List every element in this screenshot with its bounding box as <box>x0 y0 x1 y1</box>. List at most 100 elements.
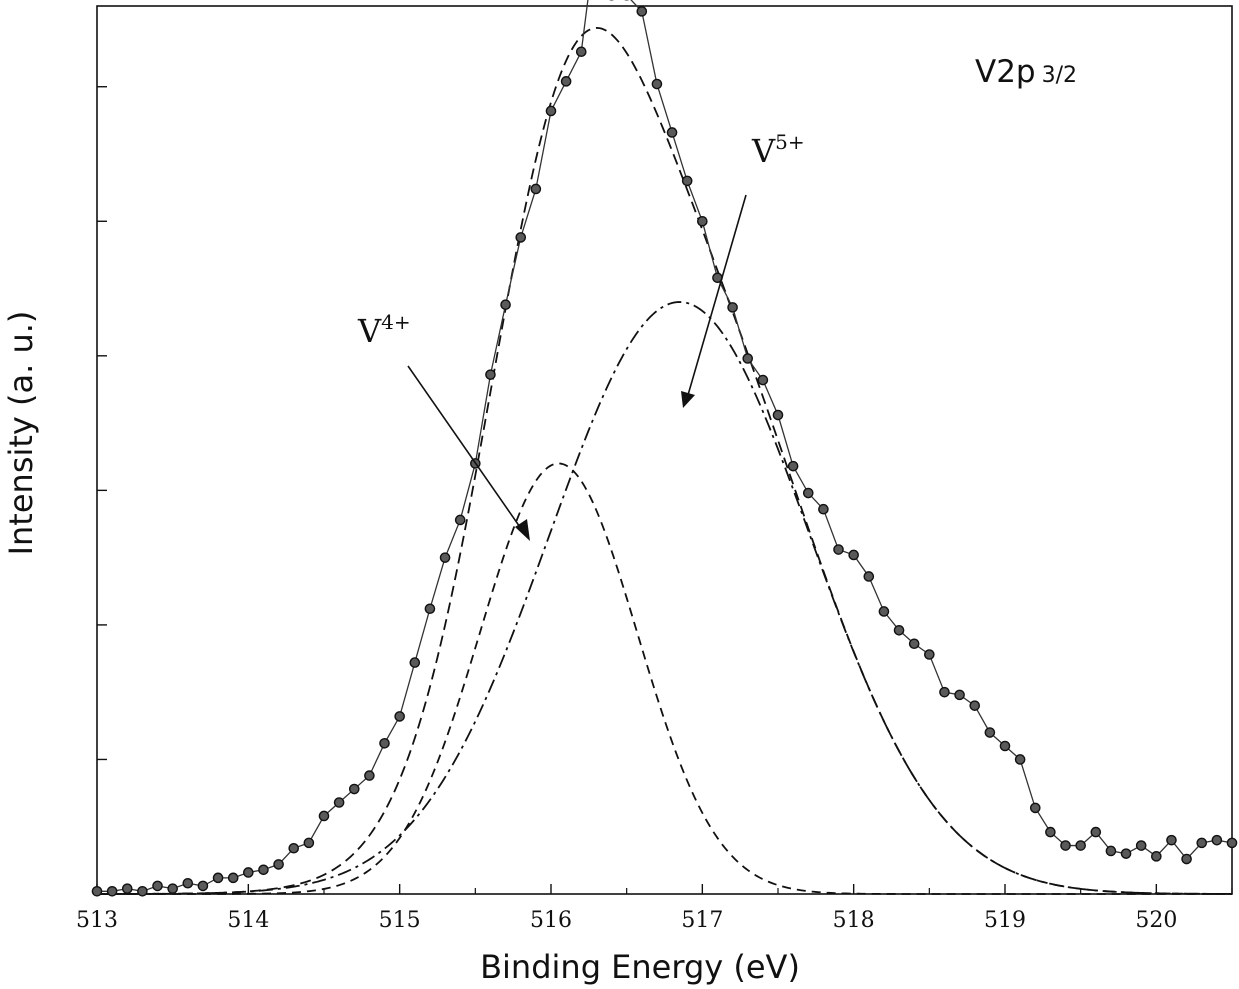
v4-annotation-base: V <box>357 312 382 350</box>
v5-annotation-label: V5+ <box>751 130 805 170</box>
data-point <box>742 353 754 364</box>
data-point <box>802 487 814 499</box>
data-point <box>273 859 284 870</box>
y-axis-ticks <box>97 86 107 761</box>
v4-arrow-head <box>515 519 530 541</box>
data-point <box>1166 834 1177 846</box>
data-point <box>167 883 178 894</box>
v5-component-curve <box>97 301 1233 895</box>
data-point <box>848 549 859 561</box>
data-point <box>303 837 315 849</box>
spectrum-title: V2p 3/2 <box>975 54 1077 90</box>
data-point <box>409 657 421 668</box>
plot-frame <box>96 5 1233 895</box>
data-point <box>394 711 405 722</box>
data-point <box>787 460 799 472</box>
x-tick-label-520: 520 <box>1135 908 1177 933</box>
data-point <box>924 649 935 660</box>
spectrum-title-sub: 3/2 <box>1042 63 1077 88</box>
data-point <box>757 374 769 386</box>
data-point <box>818 503 829 515</box>
x-axis-title: Binding Energy (eV) <box>480 948 800 986</box>
data-point <box>727 302 738 313</box>
data-point <box>1181 853 1192 865</box>
v4-annotation-sup: 4+ <box>381 310 410 334</box>
data-point <box>243 867 254 878</box>
data-point <box>939 686 950 698</box>
data-point <box>893 624 905 636</box>
experimental-data <box>91 0 1238 897</box>
data-point <box>1090 826 1102 838</box>
data-point <box>333 797 345 808</box>
x-tick-label-519: 519 <box>984 908 1026 933</box>
v4-arrow-shaft <box>407 365 523 531</box>
v5-annotation-base: V <box>751 132 776 170</box>
data-point <box>1211 834 1223 846</box>
x-tick-label-515: 515 <box>379 908 421 933</box>
x-axis-tick-labels: 513 514 515 516 517 518 519 520 <box>76 908 1177 933</box>
data-point <box>545 105 557 117</box>
data-point <box>515 232 527 243</box>
data-point <box>575 46 587 58</box>
fit-curves <box>97 27 1233 895</box>
v4-component-curve <box>97 462 1232 895</box>
data-point <box>258 864 269 876</box>
data-point <box>485 369 496 380</box>
data-point <box>969 700 981 711</box>
v5-arrow-shaft <box>687 194 747 396</box>
data-point <box>681 175 693 187</box>
data-point <box>212 872 224 884</box>
data-point <box>318 810 330 822</box>
data-point <box>1075 840 1086 851</box>
data-point <box>999 740 1011 752</box>
data-point <box>227 872 239 884</box>
data-point <box>636 6 648 17</box>
data-point <box>1060 840 1071 851</box>
x-tick-label-516: 516 <box>530 908 572 933</box>
data-point <box>1045 826 1056 838</box>
data-point <box>908 638 920 650</box>
data-point <box>182 877 194 889</box>
v5-annotation-sup: 5+ <box>775 130 804 154</box>
data-point <box>1105 845 1117 857</box>
data-point <box>137 886 148 897</box>
fitted-envelope-curve <box>97 27 1233 895</box>
data-point <box>863 571 875 582</box>
data-point <box>833 544 844 555</box>
data-point <box>651 78 663 90</box>
data-point <box>560 76 572 87</box>
experimental-data-line <box>97 0 1233 892</box>
data-point <box>424 603 436 615</box>
v4-annotation-label: V4+ <box>357 310 411 350</box>
data-point <box>878 606 890 617</box>
data-point <box>1135 840 1147 851</box>
v5-arrow-head <box>681 391 695 408</box>
data-point <box>121 883 133 894</box>
data-point <box>954 689 965 701</box>
data-point <box>439 552 451 563</box>
x-axis-ticks <box>96 884 1233 894</box>
data-point <box>1226 837 1238 849</box>
data-point <box>197 880 209 892</box>
data-point <box>364 770 375 781</box>
data-point <box>500 299 511 310</box>
x-tick-label-517: 517 <box>681 908 723 933</box>
y-axis-title: Intensity (a. u.) <box>2 311 40 556</box>
data-point <box>288 842 300 854</box>
x-tick-label-513: 513 <box>76 908 118 933</box>
data-point <box>1029 802 1041 814</box>
x-tick-label-514: 514 <box>227 908 269 933</box>
x-tick-label-518: 518 <box>833 908 875 933</box>
data-point <box>697 215 708 227</box>
data-point <box>1014 754 1026 765</box>
data-point <box>454 514 466 526</box>
data-point <box>772 409 784 421</box>
data-point <box>984 727 996 738</box>
data-point <box>1196 837 1208 849</box>
data-point <box>530 183 542 195</box>
data-point <box>666 127 678 138</box>
data-point <box>379 738 390 749</box>
spectrum-title-main: V2p <box>975 54 1036 90</box>
